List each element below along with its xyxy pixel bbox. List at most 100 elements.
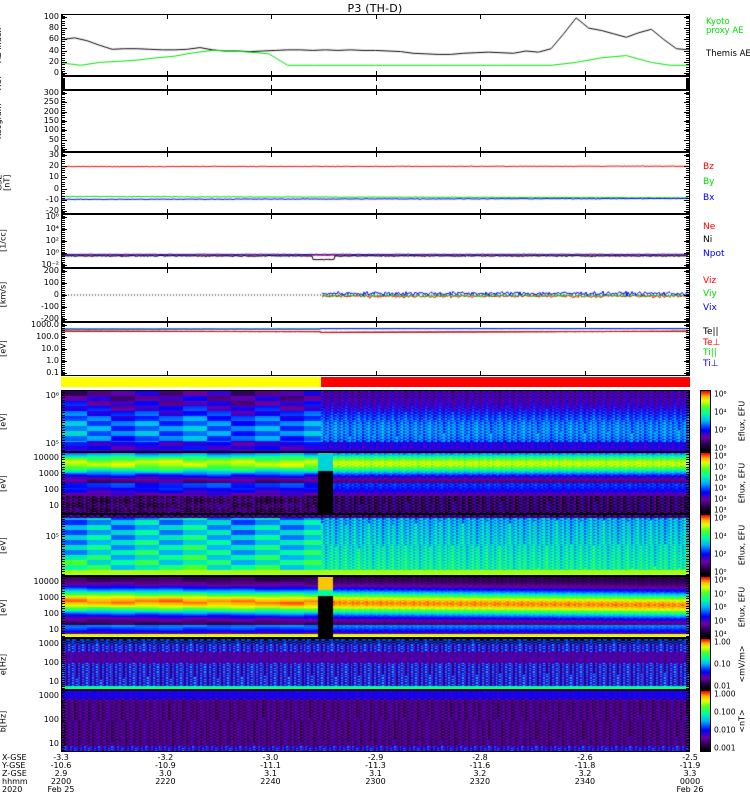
x-tick [375,77,377,81]
x-tick [480,269,481,273]
xaxis-tick-value: -11.8 [574,761,596,770]
x-tick [271,371,272,375]
tick-minor [62,504,65,505]
ytick-label: 40 [48,45,59,55]
tick-minor [62,332,65,333]
tick-minor [686,142,689,144]
x-tick [584,71,586,75]
tick-minor [62,399,65,401]
colorbar-esa-electron-spectrogram [700,452,711,514]
ytick-label: 0 [53,183,59,193]
tick-minor [62,222,65,223]
tick-minor [62,258,65,259]
colorbar-tick-label: 10⁶ [714,513,727,523]
tick-minor [686,479,689,480]
xaxis-tick-value: -3.0 [262,753,279,762]
tick-minor [686,270,689,271]
tick-mark [62,349,67,350]
colorbar-tick-label: 10⁰ [714,443,727,453]
tick-minor [686,427,689,428]
tick-minor [686,677,689,679]
x-tick [480,209,481,213]
tick-mark [62,253,67,254]
xaxis-tick-value: -3.3 [53,753,69,762]
tick-minor [686,598,689,599]
tick-minor [62,464,65,465]
tick-minor [62,338,65,339]
ytick-labels-temperature: 1000.0 100.0 10.0 1.0 0.1 [17,321,59,377]
ytick-labels-esa-electron-spectrogram: 10000 1000 100 10 [17,452,59,514]
xaxis-tick-value: -2.6 [577,753,593,762]
tick-mark [684,149,689,150]
x-tick [584,153,586,157]
tick-minor [62,681,65,683]
panel-fbk-efield-spectrogram-canvas [62,639,689,689]
tick-minor [686,220,689,221]
tick-minor [686,252,689,253]
xaxis-row-label-3: hhmm [2,777,28,786]
tick-mark [684,229,689,230]
ytick-label: 100 [43,278,59,287]
ytick-label: 100 [43,715,59,724]
tick-minor [62,211,65,213]
tick-minor [686,260,689,261]
tick-minor [62,437,65,438]
tick-minor [62,216,65,217]
tick-minor [62,466,65,468]
legend-bz: Bz [703,161,714,172]
tick-minor [62,354,65,355]
tick-minor [686,697,689,698]
tick-minor [686,461,689,463]
tick-minor [62,499,65,500]
tick-mark [684,130,689,132]
tick-minor [62,232,65,233]
tick-minor [686,556,689,557]
tick-minor [686,274,689,275]
tick-mark [62,111,67,113]
tick-minor [686,174,689,176]
tick-minor [62,29,65,31]
tick-minor [686,334,689,335]
colorbar-tick-label: 10⁶ [714,602,727,612]
xaxis-row-label-4: 2020 [2,785,23,794]
ytick-label: 200 [43,266,59,275]
x-tick [480,91,481,95]
ytick-label: 300 [43,88,59,97]
tick-minor [686,437,689,438]
tick-minor [686,504,689,505]
tick-minor [62,571,65,572]
ytick-label: 10 [48,677,59,686]
tick-minor [686,623,689,624]
tick-minor [686,328,689,329]
tick-minor [62,633,65,634]
tick-minor [62,110,65,112]
tick-minor [686,439,689,441]
tick-minor [62,687,65,689]
tick-minor [686,407,689,408]
tick-mark [684,319,689,320]
tick-minor [62,424,65,426]
tick-minor [62,342,65,343]
tick-minor [686,202,689,204]
tick-minor [62,722,65,723]
tick-minor [62,20,65,22]
tick-minor [686,590,689,592]
tick-minor [686,46,689,47]
colorbar-tick-label: 10⁴ [714,629,727,639]
tick-minor [62,138,65,140]
tick-minor [686,165,689,167]
tick-minor [62,667,65,669]
tick-minor [686,326,689,327]
tick-minor [62,648,65,650]
panel-esa-ion-spectrogram-canvas [62,577,689,637]
tick-minor [62,727,65,728]
tick-minor [62,181,65,183]
tick-minor [62,69,65,71]
tick-minor [62,434,65,436]
tick-minor [686,424,689,426]
tick-minor [686,302,689,303]
tick-minor [62,326,65,327]
xaxis-row-label-2: Z-GSE [2,769,27,778]
tick-minor [686,571,689,572]
tick-mark [62,271,67,272]
